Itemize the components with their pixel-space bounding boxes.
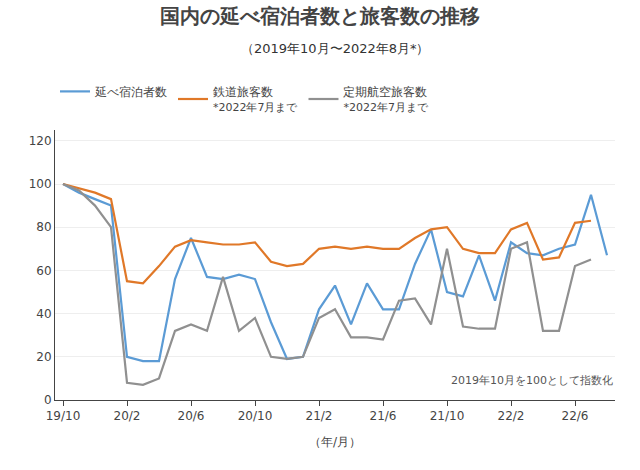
svg-text:20: 20 — [36, 350, 51, 364]
svg-text:120: 120 — [29, 134, 52, 148]
svg-text:60: 60 — [36, 264, 51, 278]
svg-text:（年/月）: （年/月） — [309, 435, 361, 449]
svg-text:21/2: 21/2 — [306, 409, 333, 423]
svg-text:22/2: 22/2 — [498, 409, 525, 423]
svg-text:0: 0 — [44, 393, 52, 407]
svg-text:20/10: 20/10 — [238, 409, 273, 423]
svg-text:鉄道旅客数*2022年7月まで: 鉄道旅客数*2022年7月まで — [213, 85, 298, 115]
svg-text:100: 100 — [29, 177, 52, 191]
svg-text:19/10: 19/10 — [46, 409, 81, 423]
svg-text:21/10: 21/10 — [430, 409, 465, 423]
svg-text:定期航空旅客数*2022年7月まで: 定期航空旅客数*2022年7月まで — [343, 85, 428, 115]
svg-text:（2019年10月〜2022年8月*）: （2019年10月〜2022年8月*） — [241, 41, 429, 56]
svg-text:延べ宿泊者数: 延べ宿泊者数 — [94, 85, 167, 99]
svg-text:22/6: 22/6 — [562, 409, 589, 423]
svg-text:国内の延べ宿泊者数と旅客数の推移: 国内の延べ宿泊者数と旅客数の推移 — [160, 4, 480, 28]
svg-text:21/6: 21/6 — [370, 409, 397, 423]
svg-text:20/2: 20/2 — [114, 409, 141, 423]
svg-text:80: 80 — [36, 220, 51, 234]
svg-text:20/6: 20/6 — [178, 409, 205, 423]
svg-text:2019年10月を100として指数化: 2019年10月を100として指数化 — [451, 374, 613, 387]
svg-text:40: 40 — [36, 307, 51, 321]
